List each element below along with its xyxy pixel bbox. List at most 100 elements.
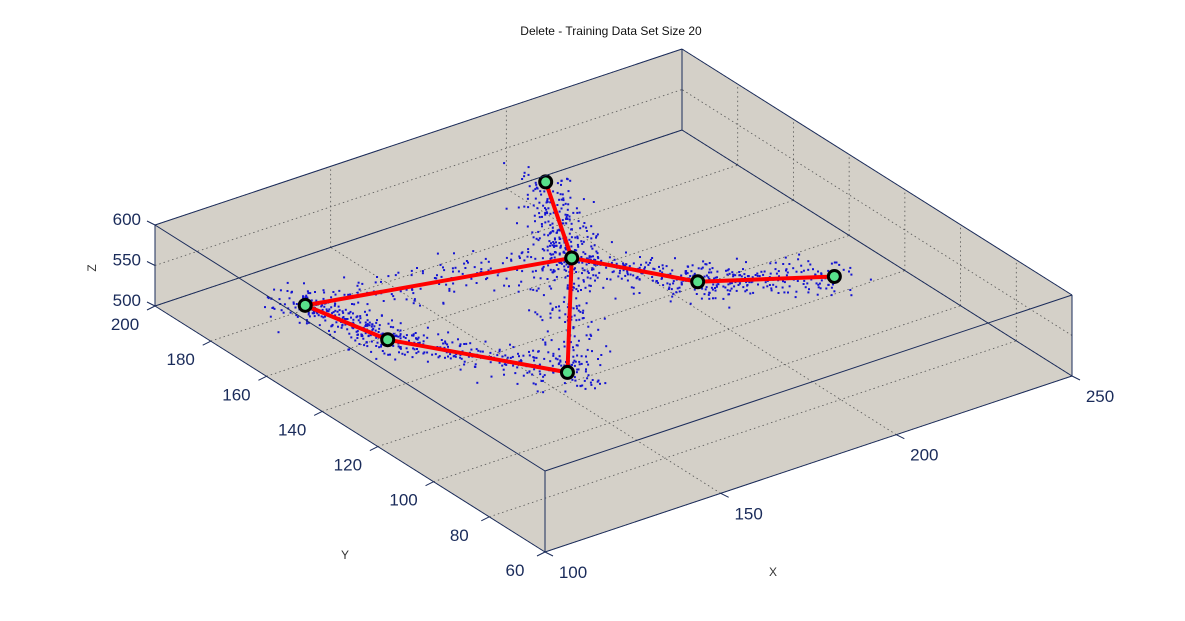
data-point [564, 313, 567, 316]
data-point [523, 171, 526, 174]
data-point [548, 240, 551, 243]
data-point [658, 265, 660, 268]
z-tick-mark [146, 261, 156, 266]
data-point [563, 382, 566, 385]
data-point [526, 197, 529, 200]
data-point [653, 268, 656, 271]
data-point [739, 274, 742, 277]
data-point [505, 277, 508, 280]
data-point [563, 261, 566, 264]
data-point [526, 225, 529, 228]
data-point [585, 226, 588, 229]
data-point [533, 368, 536, 371]
data-point [744, 290, 747, 293]
data-point [542, 294, 545, 297]
data-point [362, 337, 365, 340]
data-point [833, 290, 836, 293]
data-point [708, 291, 711, 294]
data-point [439, 263, 442, 266]
data-point [714, 287, 716, 289]
data-point [541, 267, 544, 270]
data-point [596, 256, 599, 258]
data-point [551, 364, 554, 367]
data-point [366, 319, 369, 322]
data-point [588, 256, 591, 259]
data-point [563, 296, 566, 299]
data-point [498, 361, 501, 364]
skeleton-joint-left_upper [297, 297, 313, 313]
data-point [573, 314, 576, 317]
data-point [675, 291, 678, 294]
data-point [576, 243, 579, 246]
data-point [600, 259, 603, 262]
data-point [438, 283, 441, 285]
data-point [710, 286, 713, 289]
data-point [405, 298, 408, 301]
data-point [560, 179, 563, 182]
data-point [579, 310, 582, 313]
data-point [596, 252, 599, 255]
data-point [572, 346, 574, 349]
data-point [516, 269, 519, 271]
data-point [708, 268, 711, 271]
data-point [560, 198, 563, 201]
data-point [590, 255, 593, 258]
data-point [365, 314, 368, 317]
data-point [287, 307, 290, 310]
data-point [516, 222, 518, 225]
data-point [538, 237, 541, 240]
data-point [568, 264, 571, 267]
data-point [638, 266, 641, 269]
data-point [714, 289, 717, 292]
data-point [443, 269, 446, 272]
data-point [544, 343, 547, 346]
data-point [586, 235, 589, 238]
data-point [518, 360, 521, 363]
skeleton-overlay [297, 174, 842, 380]
data-point [553, 279, 556, 282]
data-point [426, 351, 429, 354]
data-point [563, 364, 566, 367]
data-point [838, 263, 841, 266]
data-point [558, 210, 561, 213]
data-point [534, 188, 537, 191]
data-point [572, 349, 575, 352]
data-point [393, 298, 396, 301]
data-point [556, 229, 559, 232]
data-point [796, 280, 799, 282]
data-point [769, 272, 772, 275]
data-point [580, 362, 583, 365]
data-point [277, 331, 280, 334]
data-point [453, 252, 455, 255]
data-point [626, 273, 629, 276]
front-wall-y [155, 225, 545, 552]
data-point [566, 214, 569, 216]
data-point [282, 311, 285, 314]
data-point [356, 330, 359, 333]
skeleton-bone [303, 255, 574, 308]
z-tick-label: 500 [113, 291, 141, 310]
data-point [566, 284, 569, 287]
data-point [568, 215, 571, 218]
data-point [678, 286, 681, 289]
data-point [575, 288, 578, 291]
y-tick-mark [425, 481, 434, 487]
data-point [516, 382, 519, 385]
data-point [572, 211, 575, 214]
data-point [788, 285, 791, 288]
data-point [351, 326, 354, 329]
data-point [348, 312, 351, 315]
data-point [302, 297, 305, 300]
data-point [585, 230, 588, 232]
data-point [357, 301, 360, 304]
data-point [575, 249, 578, 252]
data-point [522, 354, 525, 357]
data-point [661, 277, 663, 279]
data-point [307, 292, 310, 295]
data-point [352, 312, 354, 315]
data-point [489, 267, 492, 270]
y-axis-label: Y [341, 548, 349, 562]
data-point [849, 289, 852, 291]
data-point [469, 342, 472, 345]
